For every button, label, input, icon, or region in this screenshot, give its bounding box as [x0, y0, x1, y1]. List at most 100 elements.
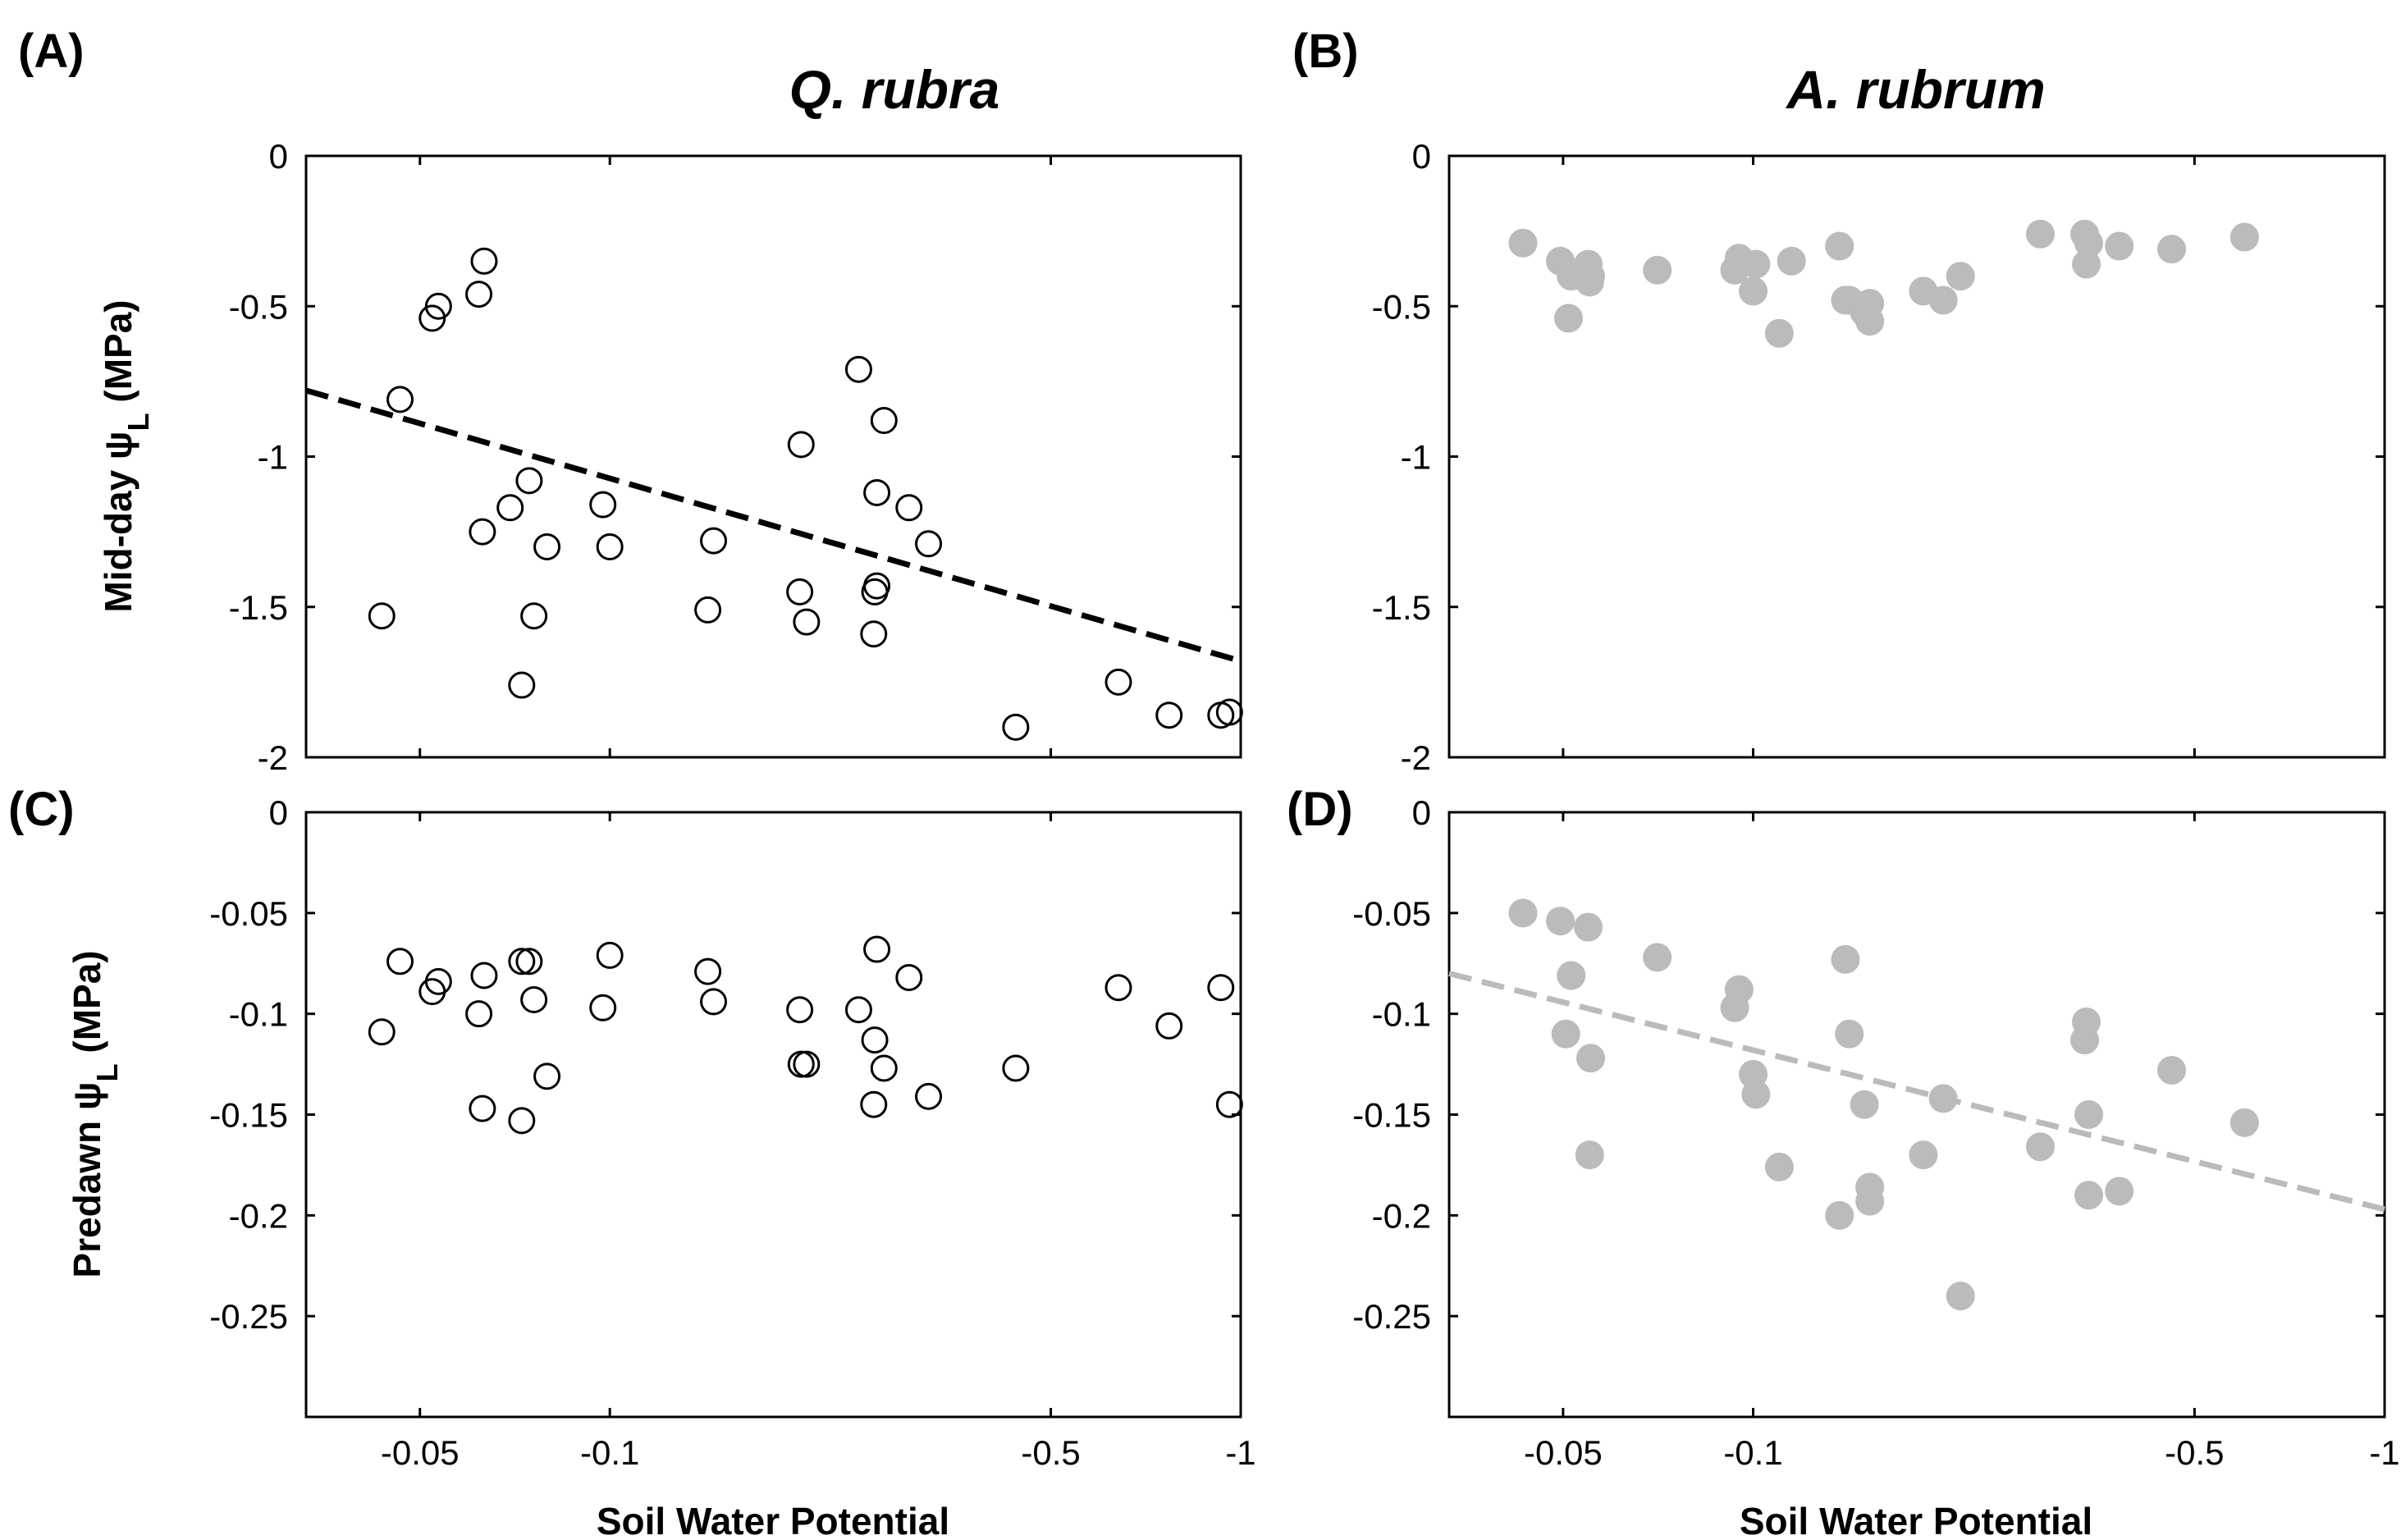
panel-a-data-point	[515, 467, 543, 495]
panel-d-data-point	[1831, 944, 1860, 974]
panel-b-data-point	[1825, 231, 1854, 261]
panel-d-xtick-label: -0.1	[1723, 1433, 1782, 1472]
panel-d-data-point	[1764, 1152, 1794, 1181]
panel-a-data-point	[786, 578, 814, 605]
panel-a-frame	[304, 154, 1242, 759]
panel-a-data-point	[465, 281, 493, 308]
panel-b-data-point	[2105, 231, 2134, 261]
panel-d-data-point	[1546, 907, 1576, 936]
panel-a-ylabel-part-1: ψ	[97, 431, 139, 459]
panel-d-data-point	[2105, 1177, 2134, 1206]
panel-a-data-point	[424, 292, 452, 320]
panel-d-ytick-label: -0.05	[1352, 894, 1431, 933]
panel-d-data-point	[1825, 1200, 1854, 1230]
panel-a-trend-line	[305, 387, 1242, 665]
panel-d-xtick-label: -0.05	[1524, 1433, 1603, 1472]
panel-a-data-point	[596, 532, 624, 560]
panel-a-data-point	[694, 596, 722, 624]
panel-d-data-point	[2026, 1132, 2056, 1162]
panel-a-data-point	[1155, 701, 1183, 729]
panel-a-data-point	[860, 620, 888, 648]
panel-a-data-point	[793, 608, 821, 636]
panel-c-ylabel: Predawn ψL (MPa)	[66, 950, 124, 1277]
panel-a-ylabel-part-2: L	[121, 413, 155, 431]
panel-d-data-point	[1576, 1044, 1606, 1073]
panel-b-ytick-label: 0	[1412, 137, 1431, 176]
panel-a-data-point	[787, 431, 815, 459]
panel-c-xtick-label: -0.1	[580, 1433, 639, 1472]
panel-a-data-point	[895, 494, 923, 522]
panel-c-data-point	[465, 1000, 493, 1028]
panel-c-xtick-label: -0.05	[381, 1433, 460, 1472]
panel-b-title: A. rubrum	[1785, 59, 2045, 120]
panel-c-xtick-label: -0.5	[1021, 1433, 1080, 1472]
panel-c-data-point	[368, 1018, 396, 1046]
panel-a-data-point	[520, 602, 548, 630]
panel-a-ytick-label: -1	[258, 438, 288, 477]
panel-d-data-point	[2072, 1007, 2101, 1036]
panel-c-ytick-label: -0.2	[229, 1196, 288, 1235]
panel-b-ytick-label: -2	[1401, 738, 1431, 777]
panel-d-data-point	[1928, 1084, 1958, 1113]
panel-c-data-point	[700, 988, 728, 1016]
panel-c-letter: (C)	[8, 783, 75, 836]
panel-a-data-point	[870, 407, 898, 435]
panel-d-data-point	[1850, 1090, 1879, 1119]
panel-d-data-point	[1557, 961, 1586, 990]
panel-d-trend-line	[1448, 971, 2385, 1213]
panel-c-xlabel: Soil Water Potential	[597, 1500, 949, 1540]
panel-c-ylabel-part-1: ψ	[66, 1081, 108, 1110]
panel-c-data-point	[596, 941, 624, 969]
panel-c-data-point	[844, 996, 872, 1024]
panel-a-data-point	[469, 518, 496, 546]
panel-c-xtick-label: -1	[1225, 1433, 1255, 1472]
panel-a-data-point	[1104, 668, 1132, 696]
panel-a-data-point	[700, 527, 728, 555]
panel-d-xlabel: Soil Water Potential	[1740, 1500, 2092, 1540]
panel-c-ytick-label: -0.1	[229, 995, 288, 1034]
panel-c-data-point	[515, 948, 543, 976]
panel-a-data-point	[844, 355, 872, 383]
panel-b-data-point	[1855, 289, 1885, 318]
panel-d-ytick-label: -0.25	[1352, 1297, 1431, 1336]
panel-d-ytick-label: -0.2	[1372, 1196, 1431, 1235]
panel-b-data-point	[1777, 246, 1806, 276]
panel-d-ytick-label: 0	[1412, 793, 1431, 832]
panel-b-data-point	[1575, 267, 1604, 297]
panel-a-data-point	[863, 478, 891, 506]
panel-b-ytick-label: -1.5	[1372, 588, 1431, 627]
panel-a-ytick-label: -1.5	[229, 588, 288, 627]
panel-d-xtick-label: -0.5	[2165, 1433, 2224, 1472]
panel-d-ytick-label: -0.1	[1372, 995, 1431, 1034]
panel-c-ytick-label: -0.25	[209, 1297, 288, 1336]
panel-c-data-point	[520, 985, 548, 1013]
panel-d-data-point	[1855, 1186, 1885, 1216]
panel-c-data-point	[508, 1107, 536, 1135]
panel-a-data-point	[1002, 713, 1030, 741]
panel-a-data-point	[470, 247, 498, 275]
panel-a-ylabel: Mid-day ψL (MPa)	[97, 299, 155, 612]
panel-b-ytick-label: -1	[1401, 438, 1431, 477]
panel-b-data-point	[2026, 219, 2056, 249]
panel-a-data-point	[368, 602, 396, 630]
panel-c-data-point	[793, 1050, 821, 1078]
panel-c-data-point	[1002, 1054, 1030, 1082]
panel-a-data-point	[496, 494, 524, 522]
panel-b-data-point	[1508, 228, 1538, 258]
panel-c-data-point	[424, 967, 452, 995]
panel-d-ytick-label: -0.15	[1352, 1096, 1431, 1135]
panel-a-ytick-label: -0.5	[229, 287, 288, 326]
panel-c-data-point	[694, 957, 722, 985]
panel-d-data-point	[2230, 1108, 2259, 1137]
panel-c-data-point	[863, 935, 891, 963]
panel-c-data-point	[533, 1062, 561, 1090]
panel-a-data-point	[863, 572, 891, 600]
panel-d-data-point	[1946, 1282, 1975, 1311]
panel-c-data-point	[470, 962, 498, 989]
panel-c-ytick-label: -0.05	[209, 894, 288, 933]
panel-b-data-point	[1946, 262, 1975, 291]
panel-b-data-point	[1764, 318, 1794, 348]
panel-c-data-point	[895, 963, 923, 991]
panel-a-ytick-label: -2	[258, 738, 288, 777]
panel-d-data-point	[1573, 912, 1603, 942]
